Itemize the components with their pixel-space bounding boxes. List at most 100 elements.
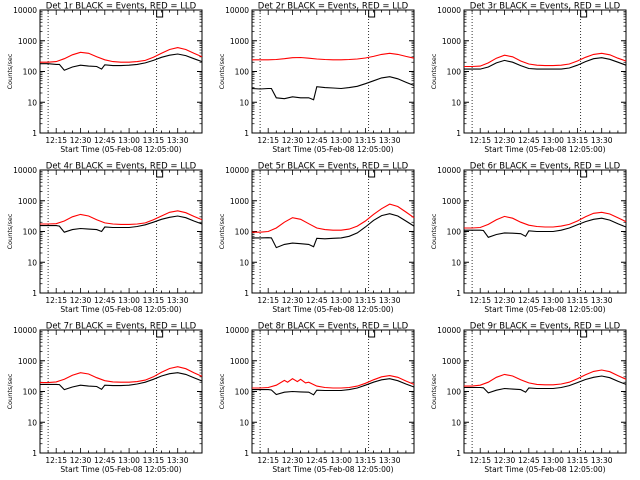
x-tick-label: 13:30 [591,136,613,145]
plot-frame [39,329,203,454]
x-tick-label: 13:00 [542,136,564,145]
chart-title: Det 2r BLACK = Events, RED = LLD [258,2,409,12]
y-tick-label: 1 [244,129,249,138]
y-tick-label: 10000 [437,326,461,335]
marker-flag [580,330,588,338]
y-tick-label: 1000 [442,357,461,366]
y-tick-label: 100 [23,228,38,237]
y-tick-label: 1 [456,449,461,458]
chart-panel-4: Det 4r BLACK = Events, RED = LLD 1 10 100 10… [6,162,203,314]
x-tick-label: 12:45 [94,296,116,305]
y-tick-label: 1 [32,129,37,138]
y-tick-label: 1000 [230,197,249,206]
x-tick-label: 12:30 [282,456,304,465]
x-tick-label: 13:30 [379,456,401,465]
marker-flag [368,330,376,338]
plot-frame [463,329,627,454]
y-tick-label: 1 [32,289,37,298]
x-tick-label: 13:30 [167,456,189,465]
plot-frame [39,9,203,134]
series-line-lld [464,369,627,387]
x-axis-label: Start Time (05-Feb-08 12:05:00) [60,305,181,314]
chart-title: Det 8r BLACK = Events, RED = LLD [258,322,409,332]
x-tick-label: 13:00 [330,136,352,145]
series-line-events [252,213,415,249]
x-tick-label: 13:15 [355,296,377,305]
x-tick-label: 12:15 [45,456,67,465]
y-tick-label: 1 [456,289,461,298]
series-line-events [464,217,627,238]
x-tick-label: 13:15 [143,296,165,305]
y-tick-label: 1 [456,129,461,138]
plot-frame [251,169,415,294]
chart-title: Det 6r BLACK = Events, RED = LLD [470,162,621,172]
x-tick-label: 12:30 [494,296,516,305]
x-tick-label: 13:00 [330,456,352,465]
y-axis-label: Counts/sec [6,53,14,89]
x-tick-label: 12:30 [494,136,516,145]
x-tick-label: 13:00 [542,296,564,305]
y-tick-label: 100 [23,68,38,77]
y-tick-label: 1 [244,289,249,298]
y-tick-label: 10 [27,258,37,267]
y-tick-label: 10000 [437,166,461,175]
y-tick-label: 1000 [18,197,37,206]
y-tick-label: 1 [244,449,249,458]
chart-panel-3: Det 3r BLACK = Events, RED = LLD 1 10 100 10… [430,2,627,154]
series-line-events [40,53,203,71]
series-line-lld [464,211,627,229]
x-tick-label: 13:15 [567,456,589,465]
x-tick-label: 12:45 [94,456,116,465]
x-tick-label: 12:45 [306,136,328,145]
x-tick-label: 13:00 [118,136,140,145]
x-tick-label: 12:15 [469,136,491,145]
x-tick-label: 13:15 [567,296,589,305]
x-tick-label: 12:45 [306,296,328,305]
x-tick-label: 13:00 [118,456,140,465]
x-tick-label: 12:15 [45,296,67,305]
x-axis-label: Start Time (05-Feb-08 12:05:00) [484,305,605,314]
series-line-events [464,375,627,394]
y-tick-label: 10 [239,98,249,107]
series-line-events [252,378,415,396]
x-tick-label: 13:30 [379,136,401,145]
y-tick-label: 10 [451,418,461,427]
series-line-lld [252,375,415,389]
y-tick-label: 10000 [13,326,37,335]
y-tick-label: 10 [239,258,249,267]
marker-flag [580,170,588,178]
x-tick-label: 13:00 [118,296,140,305]
x-tick-label: 13:15 [143,456,165,465]
series-line-lld [252,203,415,233]
series-line-events [40,372,203,391]
y-tick-label: 10000 [13,6,37,15]
series-line-lld [252,52,415,61]
x-axis-label: Start Time (05-Feb-08 12:05:00) [272,465,393,474]
series-line-events [464,57,627,70]
y-tick-label: 100 [447,68,462,77]
x-tick-label: 12:30 [70,456,92,465]
x-tick-label: 13:30 [167,296,189,305]
x-tick-label: 13:15 [355,456,377,465]
y-tick-label: 100 [23,388,38,397]
x-tick-label: 13:00 [542,456,564,465]
x-axis-label: Start Time (05-Feb-08 12:05:00) [272,305,393,314]
x-tick-label: 12:45 [518,456,540,465]
marker-flag [580,10,588,18]
y-tick-label: 100 [235,228,250,237]
y-tick-label: 1000 [230,357,249,366]
y-axis-label: Counts/sec [430,53,438,89]
series-line-events [40,215,203,233]
x-tick-label: 12:15 [469,456,491,465]
x-tick-label: 12:30 [282,296,304,305]
x-tick-label: 12:15 [257,456,279,465]
x-tick-label: 12:15 [257,296,279,305]
y-tick-label: 100 [235,388,250,397]
y-tick-label: 1000 [18,357,37,366]
chart-panel-6: Det 6r BLACK = Events, RED = LLD 1 10 100 10… [430,162,627,314]
chart-title: Det 9r BLACK = Events, RED = LLD [470,322,621,332]
x-tick-label: 13:30 [591,456,613,465]
plot-frame [463,9,627,134]
y-tick-label: 10000 [225,166,249,175]
chart-panel-5: Det 5r BLACK = Events, RED = LLD 1 10 100 10… [218,162,415,314]
